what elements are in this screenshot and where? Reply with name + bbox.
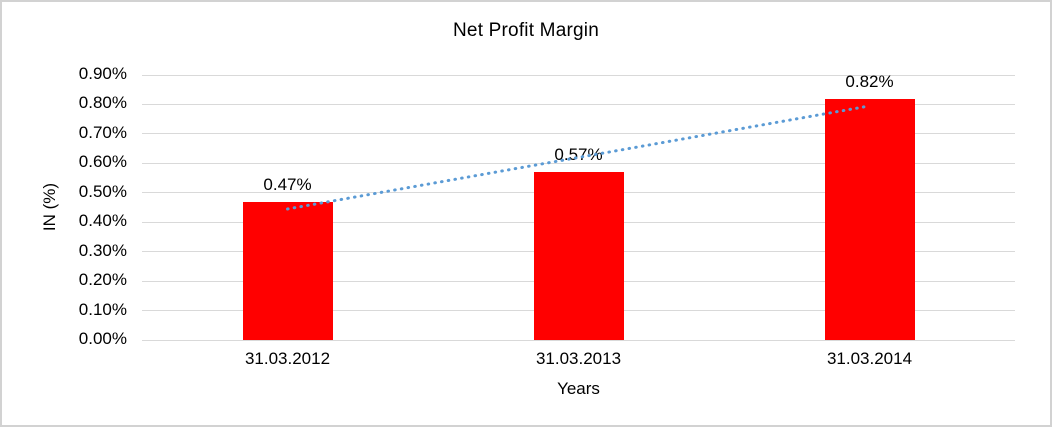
y-axis-tick-label: 0.70% — [78, 122, 127, 142]
y-axis-tick-label: 0.60% — [78, 152, 127, 172]
y-axis-tick-label: 0.40% — [78, 211, 127, 231]
bar-data-label: 0.82% — [845, 71, 894, 91]
bar — [533, 172, 624, 340]
bar-data-label: 0.57% — [554, 145, 603, 165]
y-axis-tick-label: 0.80% — [78, 93, 127, 113]
y-axis-tick-label: 0.90% — [78, 64, 127, 83]
plot-area: 0.47% 0.57% 0.82% — [142, 71, 1015, 341]
x-axis-title: Years — [557, 379, 600, 398]
y-axis-tick-label: 0.50% — [78, 181, 127, 201]
x-axis-tick-label: 31.03.2014 — [826, 349, 913, 368]
gridline — [142, 339, 1015, 341]
gridline — [142, 133, 1015, 135]
bar — [824, 98, 915, 340]
y-axis-tick-label: 0.30% — [78, 240, 127, 260]
gridline — [142, 103, 1015, 105]
trendline-layer — [286, 104, 871, 211]
chart-title: Net Profit Margin — [453, 20, 599, 41]
gridline — [142, 74, 1015, 76]
x-axis-tick-label: 31.03.2013 — [535, 349, 622, 368]
gridline — [142, 162, 1015, 164]
y-axis-tick-labels: 0.00% 0.10% 0.20% 0.30% 0.40% 0.50% 0.60% 0.70%… — [2, 65, 127, 348]
y-axis-tick-label: 0.10% — [78, 299, 127, 319]
y-axis-tick-label: 0.00% — [78, 329, 127, 348]
bar-data-label: 0.47% — [263, 174, 312, 194]
trendline — [286, 104, 871, 211]
x-axis-tick-label: 31.03.2012 — [244, 349, 331, 368]
x-axis-tick-labels: 31.03.2012 31.03.2013 31.03.2014 — [142, 349, 1015, 369]
bar — [242, 201, 333, 340]
y-axis-tick-label: 0.20% — [78, 270, 127, 290]
